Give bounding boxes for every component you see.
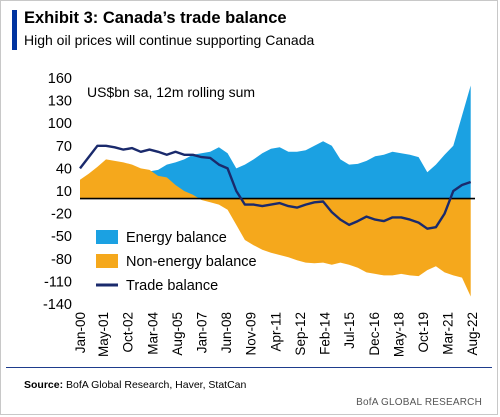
trade-balance-line — [79, 144, 472, 230]
x-tick-label: Oct-02 — [121, 312, 136, 353]
source-label: Source: — [24, 379, 64, 391]
x-tick-label: May-01 — [96, 312, 111, 357]
x-tick-label: Jun-08 — [219, 312, 234, 353]
y-tick-label: 70 — [56, 139, 72, 155]
x-tick-label: Sep-12 — [293, 312, 308, 356]
x-tick-label: Mar-04 — [145, 312, 160, 355]
x-tick-label: Nov-09 — [244, 312, 259, 356]
x-tick-label: Aug-05 — [170, 312, 185, 356]
legend-non-energy-label: Non-energy balance — [126, 254, 257, 270]
chart-subtitle: High oil prices will continue supporting… — [24, 32, 315, 48]
x-tick-label: Dec-16 — [367, 312, 382, 356]
title-accent-bar — [12, 10, 17, 50]
y-tick-label: -140 — [43, 297, 72, 313]
y-tick-label: 10 — [56, 184, 72, 200]
y-tick-label: 160 — [48, 71, 72, 87]
x-tick-label: Jan-07 — [195, 312, 210, 353]
y-tick-label: -20 — [51, 207, 72, 223]
x-tick-label: Oct-19 — [416, 312, 431, 353]
y-tick-label: -50 — [51, 229, 72, 245]
x-tick-label: Feb-14 — [318, 312, 333, 355]
x-tick-label: Jan-00 — [73, 312, 88, 353]
brand-label: BofA GLOBAL RESEARCH — [356, 397, 482, 408]
y-tick-label: 130 — [48, 94, 72, 110]
y-tick-label: 100 — [48, 116, 72, 132]
energy-balance-area — [80, 85, 471, 199]
legend-non-energy-swatch — [96, 254, 118, 268]
source-note: Source: BofA Global Research, Haver, Sta… — [24, 379, 246, 391]
y-tick-label: -110 — [44, 274, 72, 290]
legend-trade-label: Trade balance — [126, 278, 218, 294]
legend-energy-swatch — [96, 230, 118, 244]
footer-divider — [6, 367, 492, 368]
non-energy-balance-area — [80, 159, 471, 297]
x-tick-label: May-18 — [391, 312, 406, 357]
y-tick-label: 40 — [56, 161, 72, 177]
x-tick-label: Apr-11 — [268, 312, 283, 352]
x-tick-label: Mar-21 — [441, 312, 456, 355]
x-tick-label: Aug-22 — [465, 312, 480, 356]
y-tick-label: -80 — [51, 252, 72, 268]
x-tick-label: Jul-15 — [342, 312, 357, 349]
unit-label: US$bn sa, 12m rolling sum — [87, 84, 256, 100]
legend-energy-label: Energy balance — [126, 230, 227, 246]
source-text: BofA Global Research, Haver, StatCan — [66, 379, 247, 391]
chart-title: Exhibit 3: Canada’s trade balance — [24, 9, 287, 27]
